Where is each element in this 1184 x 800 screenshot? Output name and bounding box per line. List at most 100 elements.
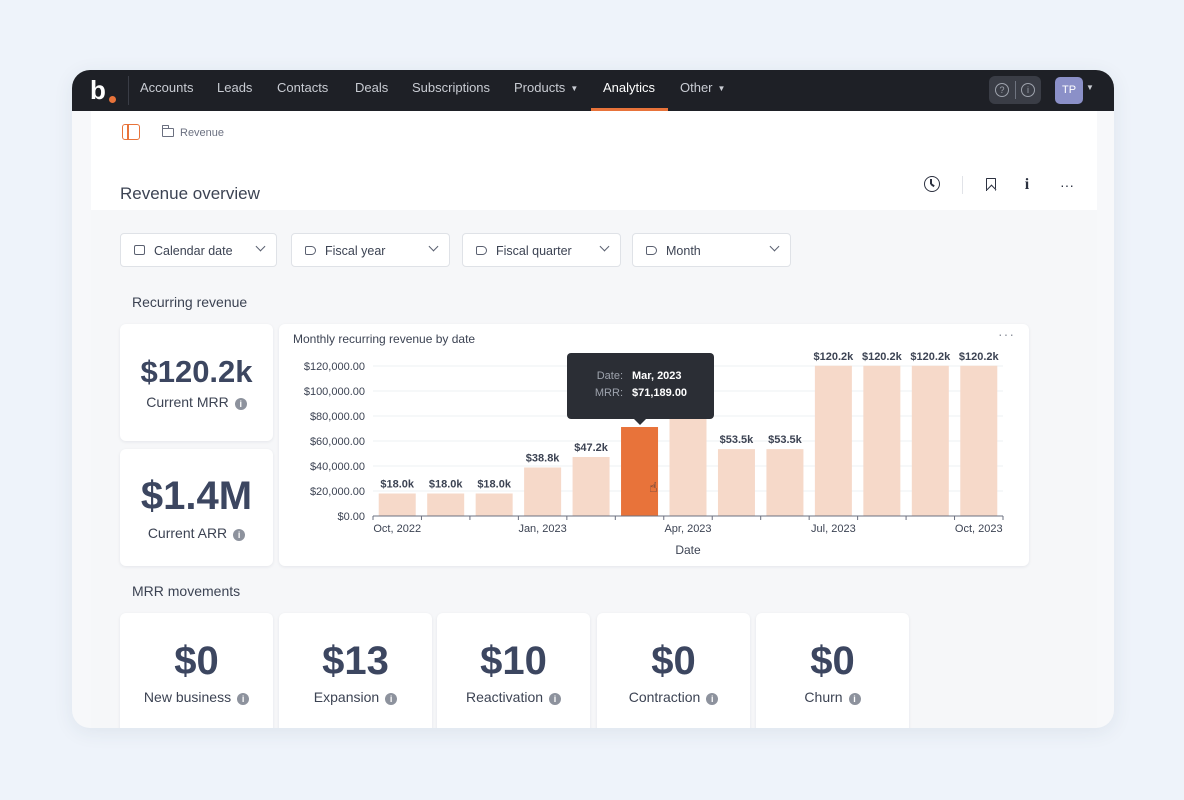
y-tick-label: $0.00 [337,511,365,523]
tag-icon [476,246,487,255]
info-icon[interactable]: i [848,693,861,705]
filter-calendar-date[interactable]: Calendar date [120,233,277,267]
nav-item-label: Contacts [277,80,329,95]
chart-card-mrr-by-date: Monthly recurring revenue by date ··· $0… [279,324,1029,566]
x-tick-label: Oct, 2022 [373,523,421,535]
bar-data-label: $120.2k [862,351,903,363]
history-clock-icon[interactable] [924,176,940,192]
breadcrumb[interactable]: Revenue [180,127,225,139]
info-icon[interactable]: i [233,529,246,541]
chart-tooltip: Date: Mar, 2023 MRR: $71,189.00 [567,353,714,425]
tooltip-value: $71,189.00 [632,387,688,399]
bar [524,467,562,516]
bookmark-icon[interactable] [986,178,996,191]
kpi-label: Current MRR i [120,394,273,410]
movement-label: Contraction i [597,689,750,705]
movement-card-churn: $0 Churn i [756,613,909,728]
hand-pointer-cursor-icon: ☝ [649,479,658,495]
nav-item-accounts[interactable]: Accounts [140,70,193,111]
info-icon[interactable]: i [385,693,398,705]
nav-item-contacts[interactable]: Contacts [277,70,328,111]
bar [911,365,949,516]
info-icon[interactable]: i [1024,176,1030,193]
sidebar-toggle-icon[interactable] [122,124,140,140]
nav-item-label: Deals [355,80,389,95]
nav-item-products[interactable]: Products ▼ [514,70,578,111]
user-avatar[interactable]: TP [1055,77,1083,104]
movement-label-text: Expansion [313,689,380,705]
x-tick-label: Jul, 2023 [811,523,856,535]
filter-label: Month [666,244,701,258]
bar-data-label: $18.0k [477,479,512,491]
filter-fiscal-year[interactable]: Fiscal year [291,233,450,267]
filter-label: Fiscal quarter [496,244,572,258]
chart-more-options-icon[interactable]: ··· [998,326,1015,342]
tag-icon [646,246,657,255]
divider [1015,81,1016,99]
divider [962,176,963,194]
movement-value: $10 [480,639,547,683]
tooltip-key: MRR: [594,387,623,399]
filter-fiscal-quarter[interactable]: Fiscal quarter [462,233,621,267]
help-info-group: ? i [989,76,1041,104]
filter-label: Calendar date [154,244,233,258]
nav-item-analytics[interactable]: Analytics [603,70,655,111]
kpi-label-text: Current MRR [146,394,229,410]
bar [427,493,465,516]
more-options-icon[interactable]: ··· [1060,177,1074,193]
bar [863,365,901,516]
kpi-value: $120.2k [140,354,253,389]
x-tick-label: Apr, 2023 [664,523,711,535]
bar [717,449,755,516]
movement-label-text: Churn [804,689,843,705]
bar [960,365,998,516]
movement-card-contraction: $0 Contraction i [597,613,750,728]
brand-logo[interactable]: b [90,75,118,105]
folder-icon [161,125,174,137]
tooltip-value: Mar, 2023 [632,370,682,382]
bar [814,365,852,516]
kpi-value: $1.4M [140,474,253,518]
movement-label: Reactivation i [437,689,590,705]
bar [669,407,707,516]
movement-card-expansion: $13 Expansion i [279,613,432,728]
x-tick-label: Oct, 2023 [955,523,1003,535]
chevron-down-icon [428,241,439,252]
nav-item-subscriptions[interactable]: Subscriptions [412,70,490,111]
top-navigation-bar: b Accounts Leads Contacts Deals Subscrip… [72,70,1114,111]
bar-data-label: $120.2k [959,351,1000,363]
info-icon[interactable]: i [706,693,719,705]
movement-value: $0 [174,639,219,683]
help-icon[interactable]: ? [995,83,1009,97]
page-header: Revenue Revenue overview i ··· [91,111,1097,210]
movement-card-new-business: $0 New business i [120,613,273,728]
filter-month[interactable]: Month [632,233,791,267]
chevron-down-icon: ▼ [570,84,579,93]
bar-data-label: $53.5k [720,434,755,446]
y-tick-label: $40,000.00 [310,461,365,473]
chevron-down-icon [769,241,780,252]
bar-data-label: $53.5k [768,434,803,446]
movement-label: Expansion i [279,689,432,705]
page-title: Revenue overview [120,184,260,203]
nav-item-label: Products [514,80,566,95]
app-window: b Accounts Leads Contacts Deals Subscrip… [72,70,1114,728]
bar-data-label: $120.2k [814,351,855,363]
active-nav-indicator [591,108,668,111]
info-icon[interactable]: i [549,693,562,705]
bar-data-label: $47.2k [574,442,609,454]
bar-data-label: $38.8k [526,453,561,465]
info-icon[interactable]: i [1021,83,1035,97]
info-icon[interactable]: i [237,693,250,705]
info-icon[interactable]: i [234,398,247,410]
nav-item-leads[interactable]: Leads [217,70,252,111]
nav-item-other[interactable]: Other ▼ [680,70,725,111]
y-tick-label: $80,000.00 [310,411,365,423]
kpi-card-current-arr: $1.4M Current ARR i [120,449,273,566]
kpi-label-text: Current ARR [147,525,228,541]
calendar-icon [134,245,145,255]
movement-value: $0 [651,639,696,683]
chevron-down-icon[interactable]: ▼ [1086,83,1094,92]
main-content: Revenue Revenue overview i ··· Calendar … [91,111,1097,728]
nav-item-deals[interactable]: Deals [355,70,388,111]
